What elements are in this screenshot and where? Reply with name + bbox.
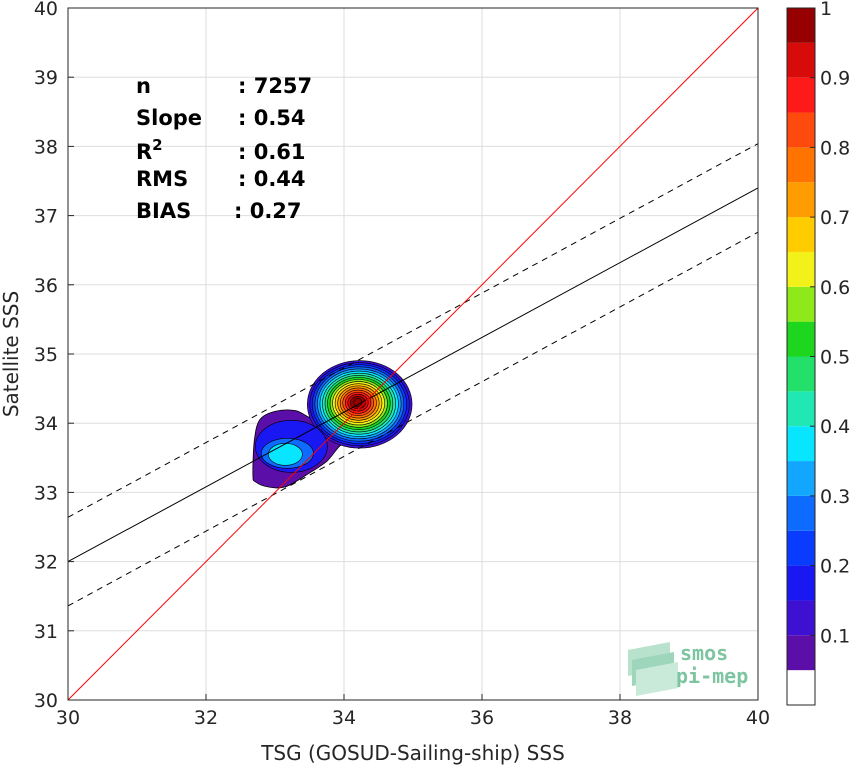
colorbar-level (787, 426, 815, 462)
colorbar-level (787, 461, 815, 496)
x-tick-label: 38 (608, 707, 632, 729)
stat-label: RMS (136, 167, 188, 191)
colorbar-level (787, 147, 815, 183)
x-tick-label: 32 (194, 707, 218, 729)
x-tick-label: 30 (56, 707, 80, 729)
upper-bound-line (68, 143, 758, 518)
stats-annotation: n : 7257 Slope : 0.54 R2 : 0.61 RMS : 0.44 BIAS:… (136, 74, 312, 223)
y-tick-label: 35 (34, 344, 58, 366)
colorbar-level (787, 495, 815, 531)
logo-text-smos: smos (680, 641, 728, 665)
colorbar-level (787, 286, 815, 322)
density-peak (268, 443, 303, 466)
colorbar-tick-label: 0.6 (820, 277, 850, 299)
colorbar-level (787, 251, 815, 287)
colorbar-level (787, 8, 815, 43)
colorbar-level (787, 565, 815, 601)
x-axis-label: TSG (GOSUD-Sailing-ship) SSS (260, 741, 565, 765)
colorbar-level (787, 77, 815, 113)
stat-label: R2 (136, 136, 163, 164)
x-tick-label: 40 (746, 707, 770, 729)
stat-value: : 0.27 (234, 199, 302, 223)
y-tick-label: 32 (34, 552, 58, 574)
identity-line (68, 8, 758, 700)
stat-value: : 0.44 (238, 167, 306, 191)
axis-ticks: 30 32 34 36 38 40 30 31 32 33 34 35 36 37 38 39 40 (34, 0, 770, 729)
y-tick-label: 40 (34, 0, 58, 20)
density-peak (353, 398, 363, 407)
fit-line (68, 187, 758, 563)
colorbar-level (787, 112, 815, 148)
colorbar-level (787, 42, 815, 78)
y-tick-label: 30 (34, 690, 58, 712)
colorbar-tick-label: 0.7 (820, 207, 850, 229)
stat-label: BIAS (136, 199, 191, 223)
stat-value: : 0.61 (238, 140, 306, 164)
colorbar-level (787, 217, 815, 252)
stat-value: : 0.54 (238, 106, 306, 130)
regression-lines (68, 8, 758, 700)
colorbar-level (787, 391, 815, 427)
lower-bound-line (68, 231, 758, 607)
y-tick-label: 37 (34, 206, 58, 228)
colorbar-level (787, 356, 815, 392)
grid (67, 7, 759, 701)
colorbar: 0.1 0.2 0.3 0.4 0.5 0.6 0.7 0.8 0.9 1 (786, 0, 850, 706)
colorbar-tick-label: 0.8 (820, 137, 850, 159)
colorbar-level (787, 635, 815, 671)
y-tick-label: 38 (34, 136, 58, 158)
logo-text-pimep: pi-mep (676, 664, 748, 688)
y-tick-label: 39 (34, 67, 58, 89)
colorbar-tick-label: 0.2 (820, 556, 850, 578)
colorbar-level (787, 321, 815, 357)
x-tick-label: 34 (332, 707, 356, 729)
x-tick-label: 36 (470, 707, 494, 729)
colorbar-tick-label: 0.5 (820, 347, 850, 369)
stat-label: Slope (136, 106, 202, 130)
colorbar-tick-label: 0.3 (820, 486, 850, 508)
colorbar-tick-label: 0.4 (820, 416, 850, 438)
logo-wave-icon (628, 642, 678, 696)
y-tick-label: 36 (34, 275, 58, 297)
y-tick-label: 33 (34, 482, 58, 504)
y-tick-label: 31 (34, 621, 58, 643)
smos-pimep-logo: smos pi-mep (628, 641, 748, 696)
colorbar-tick-label: 0.1 (820, 625, 850, 647)
colorbar-tick-label: 1 (820, 0, 832, 20)
colorbar-level (787, 600, 815, 636)
y-axis-label: Satellite SSS (0, 291, 23, 417)
stat-value: : 7257 (238, 74, 312, 98)
colorbar-level (787, 182, 815, 218)
colorbar-tick-label: 0.9 (820, 68, 850, 90)
y-tick-label: 34 (34, 413, 58, 435)
stat-label: n (136, 74, 151, 98)
colorbar-level (787, 530, 815, 566)
